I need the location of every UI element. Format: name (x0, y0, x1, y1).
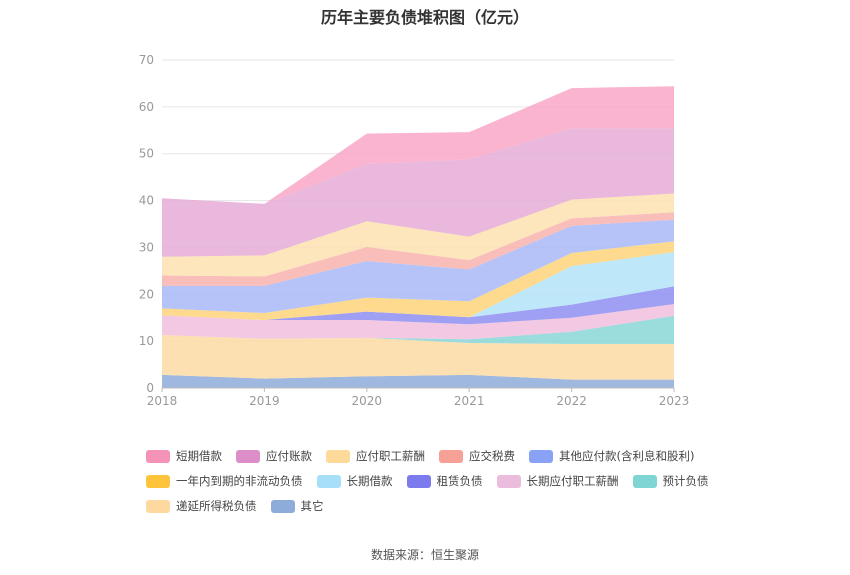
legend-swatch (406, 474, 431, 488)
y-tick-label: 10 (139, 334, 154, 348)
x-tick-label: 2018 (147, 394, 178, 408)
legend-swatch (496, 474, 521, 488)
stacked-area-chart: 0 10 20 30 40 50 60 70 2018 2019 2020 2021 2022 2023 (139, 53, 690, 408)
legend-item[interactable]: 应交税费 (439, 448, 515, 464)
area-series-6 (162, 241, 674, 321)
x-tick-label: 2023 (659, 394, 690, 408)
area-series-11 (162, 86, 674, 204)
y-tick-label: 40 (139, 194, 154, 208)
legend-item[interactable]: 预计负债 (632, 473, 709, 489)
y-tick-label: 70 (139, 53, 154, 67)
area-series-9 (162, 193, 674, 277)
y-tick-label: 50 (139, 147, 154, 161)
legend-swatch (632, 474, 657, 488)
legend-label: 递延所得税负债 (176, 499, 257, 513)
x-tick-label: 2021 (454, 394, 485, 408)
legend-label: 短期借款 (176, 449, 222, 463)
area-series-10 (162, 128, 674, 257)
area-series-3 (162, 304, 674, 340)
legend-swatch (270, 499, 295, 513)
legend-label: 租赁负债 (436, 474, 483, 488)
legend-swatch (316, 474, 341, 488)
area-series-0 (162, 374, 674, 388)
legend-label: 应付职工薪酬 (356, 449, 425, 463)
legend-label: 应交税费 (469, 449, 515, 463)
chart-title: 历年主要负债堆积图（亿元） (320, 8, 529, 27)
legend-item[interactable]: 其它 (270, 498, 324, 514)
legend-item[interactable]: 应付职工薪酬 (326, 448, 425, 464)
area-series-4 (162, 286, 674, 325)
legend-swatch (146, 474, 170, 488)
legend-swatch (529, 449, 553, 463)
legend-swatch (236, 449, 260, 463)
legend-item[interactable]: 应付账款 (236, 448, 312, 464)
legend-item[interactable]: 一年内到期的非流动负债 (146, 473, 303, 489)
legend-swatch (326, 449, 350, 463)
y-tick-label: 30 (139, 240, 154, 254)
legend: 短期借款 应付账款 应付职工薪酬 应交税费 其他应付款(含利息和股利) 一年内到期的非流动… (146, 448, 746, 514)
x-tick-label: 2019 (249, 394, 280, 408)
legend-item[interactable]: 短期借款 (146, 448, 222, 464)
data-source: 数据来源：恒生聚源 (370, 548, 479, 562)
area-series-2 (162, 315, 674, 344)
area-series-1 (162, 335, 674, 380)
legend-label: 长期借款 (346, 474, 393, 488)
area-series-5 (162, 252, 674, 321)
x-tick-label: 2022 (556, 394, 587, 408)
legend-label: 应付账款 (266, 449, 312, 463)
legend-item[interactable]: 长期应付职工薪酬 (496, 473, 619, 489)
legend-swatch (439, 449, 463, 463)
y-tick-label: 0 (146, 381, 154, 395)
legend-label: 长期应付职工薪酬 (526, 474, 619, 488)
y-tick-label: 20 (139, 287, 154, 301)
legend-swatch (146, 449, 170, 463)
legend-item[interactable]: 递延所得税负债 (146, 498, 257, 514)
legend-item[interactable]: 其他应付款(含利息和股利) (529, 448, 694, 464)
legend-item[interactable]: 租赁负债 (406, 473, 483, 489)
area-series-8 (162, 212, 674, 286)
legend-swatch (146, 499, 170, 513)
area-series-7 (162, 219, 674, 314)
legend-label: 其他应付款(含利息和股利) (559, 449, 695, 463)
y-tick-label: 60 (139, 100, 154, 114)
legend-label: 预计负债 (662, 474, 709, 488)
legend-label: 其它 (300, 499, 324, 513)
x-tick-label: 2020 (352, 394, 383, 408)
legend-label: 一年内到期的非流动负债 (176, 474, 303, 488)
legend-item[interactable]: 长期借款 (316, 473, 393, 489)
